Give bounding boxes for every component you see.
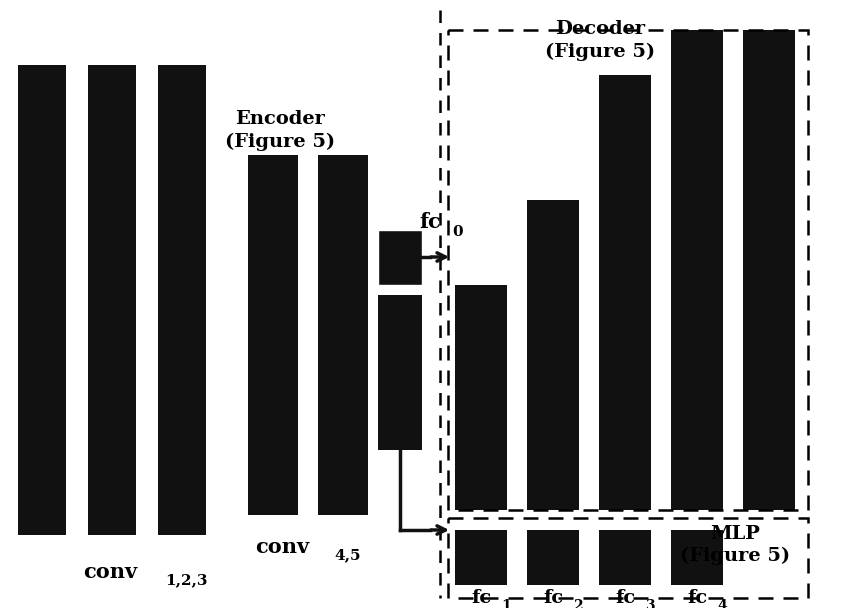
Bar [448, 518, 808, 598]
Bar [455, 285, 507, 510]
Text: Decoder
(Figure 5): Decoder (Figure 5) [545, 20, 655, 61]
Bar [158, 65, 206, 535]
Bar [671, 30, 723, 510]
Text: 2: 2 [573, 599, 582, 608]
Bar [455, 530, 507, 585]
Text: 3: 3 [645, 599, 655, 608]
Text: MLP
(Figure 5): MLP (Figure 5) [680, 525, 790, 565]
Text: fc: fc [543, 589, 563, 607]
Bar [378, 295, 422, 450]
Text: Encoder
(Figure 5): Encoder (Figure 5) [225, 110, 335, 151]
Text: 1: 1 [501, 599, 510, 608]
Bar [378, 230, 422, 285]
Bar [318, 155, 368, 515]
Bar [18, 65, 66, 535]
Bar [527, 530, 579, 585]
Text: fc: fc [471, 589, 491, 607]
Text: 1,2,3: 1,2,3 [165, 573, 208, 587]
Bar [248, 155, 298, 515]
Text: conv: conv [255, 537, 309, 557]
Text: fc: fc [687, 589, 707, 607]
Text: 0: 0 [452, 225, 463, 239]
Bar [88, 65, 136, 535]
Bar [743, 30, 795, 510]
Bar [448, 30, 808, 510]
Bar [378, 230, 422, 285]
Text: conv: conv [83, 562, 137, 582]
Bar [378, 285, 422, 295]
Text: 4,5: 4,5 [334, 548, 361, 562]
Text: 4: 4 [717, 599, 727, 608]
Bar [527, 200, 579, 510]
Bar [671, 530, 723, 585]
Text: fc: fc [615, 589, 635, 607]
Text: fc: fc [419, 212, 441, 232]
Bar [599, 530, 651, 585]
Bar [599, 75, 651, 510]
